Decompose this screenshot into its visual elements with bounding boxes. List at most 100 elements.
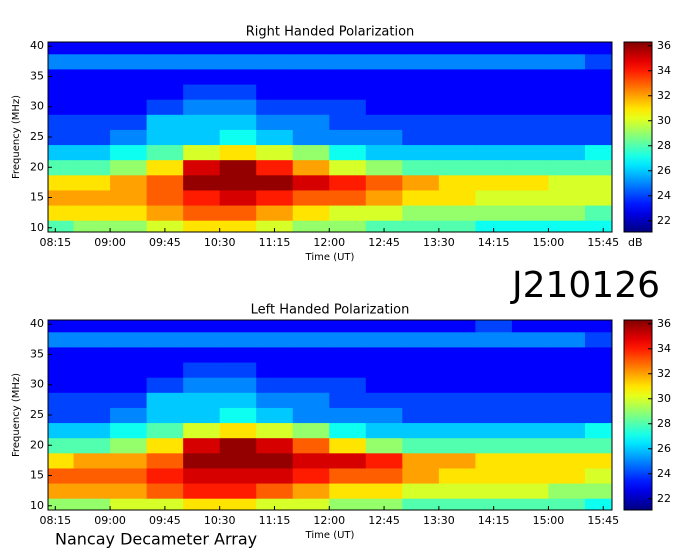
heat-cell: [402, 346, 440, 363]
heat-cell: [365, 189, 403, 206]
heat-cell: [292, 452, 330, 469]
heat-cell: [110, 346, 148, 363]
heat-cell: [219, 452, 257, 469]
heat-cell: [584, 320, 612, 333]
heat-cell: [402, 68, 440, 85]
heat-cell: [511, 53, 549, 70]
heat-cell: [48, 346, 75, 363]
heat-cell: [365, 346, 403, 363]
x-tick-label: 15:45: [587, 514, 619, 527]
heat-cell: [329, 346, 367, 363]
heat-cell: [511, 189, 549, 206]
heat-cell: [584, 422, 612, 439]
heat-cell: [183, 437, 221, 454]
y-tick-label: 30: [30, 100, 44, 113]
heat-cell: [219, 220, 257, 232]
heat-cell: [584, 42, 612, 55]
heat-cell: [475, 189, 513, 206]
x-tick-label: 15:00: [533, 514, 565, 527]
heat-cell: [438, 68, 476, 85]
heat-cell: [146, 174, 184, 191]
y-tick-label: 15: [30, 469, 44, 482]
heat-cell: [511, 320, 549, 333]
heat-cell: [511, 346, 549, 363]
heat-cell: [183, 320, 221, 333]
heat-cell: [183, 53, 221, 70]
heat-cell: [48, 42, 75, 55]
chart-title: Right Handed Polarization: [246, 25, 415, 40]
heat-cell: [475, 467, 513, 484]
x-tick-label: 13:30: [423, 514, 455, 527]
heat-cell: [73, 53, 111, 70]
heat-cell: [219, 189, 257, 206]
heat-cell: [146, 362, 184, 378]
y-tick-label: 40: [30, 39, 44, 52]
heat-cell: [73, 205, 111, 221]
heat-cell: [110, 144, 148, 161]
heat-cell: [256, 377, 294, 393]
heat-cell: [292, 114, 330, 130]
heat-cell: [219, 114, 257, 130]
heat-cell: [329, 159, 367, 176]
heat-cell: [292, 205, 330, 221]
heat-cell: [511, 422, 549, 439]
colorbar-tick-label: 22: [657, 214, 671, 227]
colorbar-tick-label: 26: [657, 164, 671, 177]
heat-cell: [110, 129, 148, 146]
heat-cell: [146, 437, 184, 454]
heat-cell: [475, 174, 513, 191]
heat-cell: [511, 392, 549, 408]
heat-cell: [584, 362, 612, 378]
heat-cell: [73, 68, 111, 85]
heat-cell: [73, 189, 111, 206]
heat-cell: [73, 498, 111, 510]
y-tick-label: 15: [30, 191, 44, 204]
heat-cell: [183, 114, 221, 130]
heat-cell: [73, 84, 111, 100]
heat-cell: [402, 377, 440, 393]
heat-cell: [402, 144, 440, 161]
heat-cell: [548, 422, 586, 439]
heat-cell: [48, 320, 75, 333]
heat-cell: [365, 114, 403, 130]
heat-cell: [438, 331, 476, 348]
heat-cell: [511, 437, 549, 454]
heat-cell: [256, 68, 294, 85]
colorbar-tick-label: 30: [657, 392, 671, 405]
heat-cell: [292, 99, 330, 115]
heat-cell: [402, 42, 440, 55]
colorbar-tick-label: 36: [657, 317, 671, 330]
colorbar-label: dB: [628, 236, 643, 249]
heat-cell: [256, 84, 294, 100]
heat-cell: [402, 407, 440, 424]
heat-cell: [402, 331, 440, 348]
heat-cell: [548, 346, 586, 363]
y-axis-label: Frequency (MHz): [11, 95, 22, 179]
heat-cell: [365, 220, 403, 232]
heat-cell: [146, 452, 184, 469]
heat-cell: [329, 362, 367, 378]
heat-cell: [475, 53, 513, 70]
heat-cell: [48, 392, 75, 408]
heat-cell: [584, 189, 612, 206]
heat-cell: [48, 331, 75, 348]
heat-cell: [219, 129, 257, 146]
heat-cell: [48, 377, 75, 393]
heat-cell: [475, 362, 513, 378]
heat-cell: [548, 392, 586, 408]
heat-cell: [365, 68, 403, 85]
heat-cell: [183, 362, 221, 378]
heat-cell: [73, 174, 111, 191]
heat-cell: [402, 498, 440, 510]
heat-cell: [475, 129, 513, 146]
instrument-label: Nancay Decameter Array: [55, 530, 257, 549]
heat-cell: [475, 331, 513, 348]
heat-cell: [584, 483, 612, 499]
heat-cell: [256, 99, 294, 115]
heat-cell: [329, 331, 367, 348]
heat-cell: [292, 377, 330, 393]
heat-cell: [438, 320, 476, 333]
heat-cell: [110, 498, 148, 510]
heat-cell: [219, 174, 257, 191]
heat-cell: [73, 346, 111, 363]
